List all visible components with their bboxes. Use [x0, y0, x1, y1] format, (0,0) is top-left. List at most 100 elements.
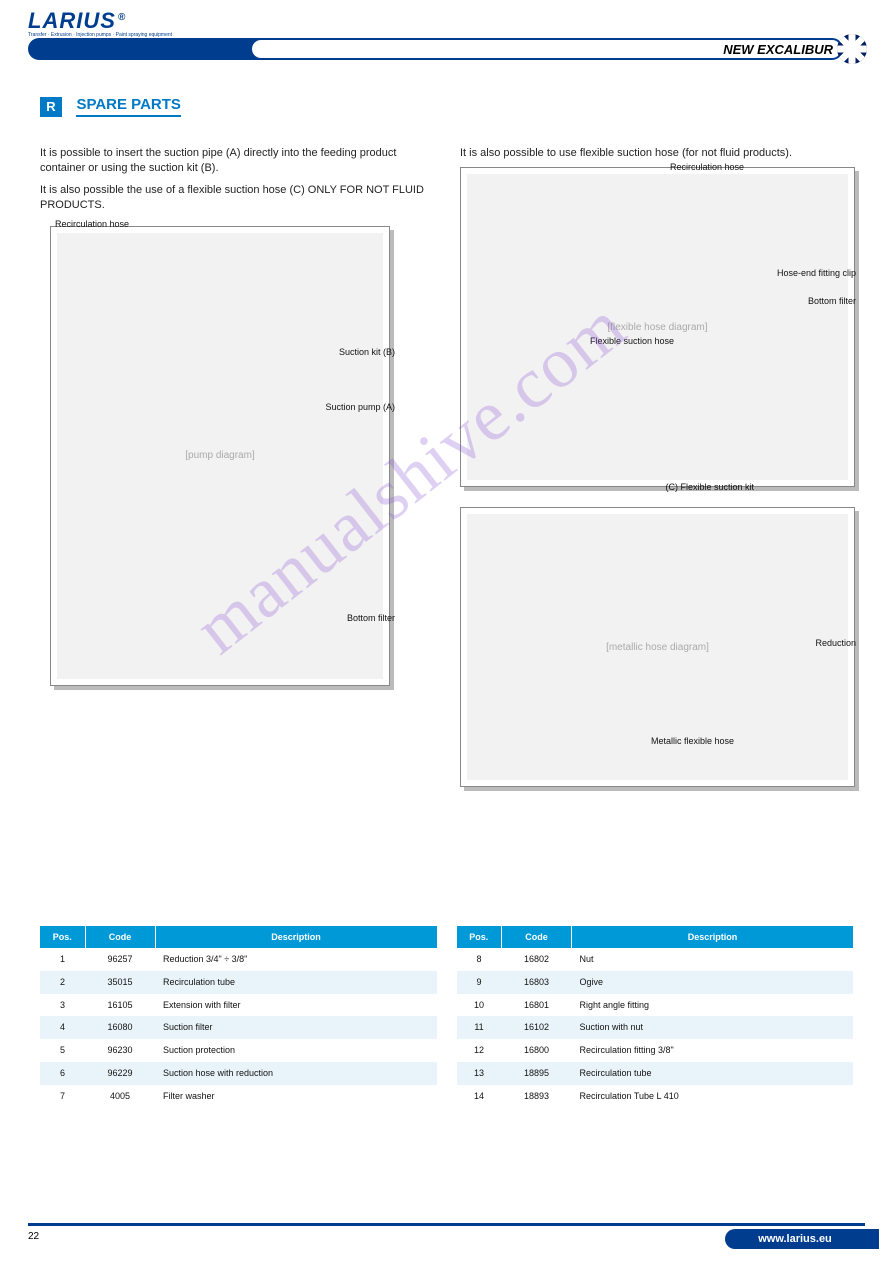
label-suction-pump: Suction pump (A): [325, 402, 395, 412]
diagram-1-image: [pump diagram]: [57, 233, 383, 679]
table-cell: 16102: [502, 1016, 572, 1039]
label-flex-kit: (C) Flexible suction kit: [665, 482, 754, 492]
table-cell: 5: [40, 1039, 85, 1062]
table-cell: 7: [40, 1085, 85, 1108]
table-cell: 16802: [502, 948, 572, 971]
table-cell: 11: [457, 1016, 502, 1039]
table-cell: 13: [457, 1062, 502, 1085]
left-column: It is possible to insert the suction pip…: [40, 146, 440, 686]
table-cell: Recirculation fitting 3/8": [572, 1039, 854, 1062]
table-cell: Suction filter: [155, 1016, 437, 1039]
diagram-2-image: [flexible hose diagram]: [467, 174, 848, 480]
table-cell: Suction hose with reduction: [155, 1062, 437, 1085]
table-cell: Nut: [572, 948, 854, 971]
table-cell: Suction with nut: [572, 1016, 854, 1039]
table-cell: 14: [457, 1085, 502, 1108]
table-row: 1418893Recirculation Tube L 410: [457, 1085, 854, 1108]
label-recirc-hose-2: Recirculation hose: [670, 162, 744, 172]
table-cell: 6: [40, 1062, 85, 1085]
table-row: 416080Suction filter: [40, 1016, 437, 1039]
table-cell: Reduction 3/4" ÷ 3/8": [155, 948, 437, 971]
table-cell: 16080: [85, 1016, 155, 1039]
table-row: 74005Filter washer: [40, 1085, 437, 1108]
table-row: 916803Ogive: [457, 971, 854, 994]
label-metal-hose: Metallic flexible hose: [651, 736, 734, 746]
section-heading: R SPARE PARTS: [40, 96, 853, 117]
table-cell: Extension with filter: [155, 994, 437, 1017]
right-column: It is also possible to use flexible suct…: [460, 146, 860, 787]
page-header: LARIUS Transfer · Extrusion · Injection …: [0, 0, 893, 66]
parts-table-2: Pos. Code Description 816802Nut916803Ogi…: [457, 926, 854, 1108]
diagram-1: [pump diagram] Recirculation hose Suctio…: [50, 226, 390, 686]
logo: LARIUS: [28, 8, 124, 34]
page-number: 22: [28, 1231, 39, 1242]
th-pos: Pos.: [457, 926, 502, 948]
table-cell: 18893: [502, 1085, 572, 1108]
table-row: 1016801Right angle fitting: [457, 994, 854, 1017]
th-code: Code: [502, 926, 572, 948]
parts-table-2-body: 816802Nut916803Ogive1016801Right angle f…: [457, 948, 854, 1108]
table-cell: 1: [40, 948, 85, 971]
footer-divider: [28, 1223, 865, 1226]
table-cell: 16801: [502, 994, 572, 1017]
page-content: R SPARE PARTS It is possible to insert t…: [0, 66, 893, 117]
table-row: 196257Reduction 3/4" ÷ 3/8": [40, 948, 437, 971]
th-desc: Description: [572, 926, 854, 948]
table-cell: 96229: [85, 1062, 155, 1085]
tables-row: Pos. Code Description 196257Reduction 3/…: [40, 926, 853, 1108]
table-cell: 96257: [85, 948, 155, 971]
header-bar: NEW EXCALIBUR: [250, 38, 843, 60]
table-cell: 9: [457, 971, 502, 994]
label-bottom-filter: Bottom filter: [347, 613, 395, 623]
label-clip: Hose-end fitting clip: [777, 268, 856, 278]
table-row: 596230Suction protection: [40, 1039, 437, 1062]
label-suction-kit: Suction kit (B): [339, 347, 395, 357]
th-code: Code: [85, 926, 155, 948]
flag-icon: [837, 34, 867, 64]
table-cell: Suction protection: [155, 1039, 437, 1062]
table-cell: 2: [40, 971, 85, 994]
table-cell: 16803: [502, 971, 572, 994]
intro-text-2: It is also possible the use of a flexibl…: [40, 183, 440, 214]
parts-table-1-body: 196257Reduction 3/4" ÷ 3/8"235015Recircu…: [40, 948, 437, 1108]
table-cell: Ogive: [572, 971, 854, 994]
table-cell: 96230: [85, 1039, 155, 1062]
diagram-2: [flexible hose diagram] Recirculation ho…: [460, 167, 855, 487]
table-cell: Recirculation tube: [155, 971, 437, 994]
table-cell: 16800: [502, 1039, 572, 1062]
label-bottom-filter-2: Bottom filter: [808, 296, 856, 306]
table-cell: Filter washer: [155, 1085, 437, 1108]
table-cell: 3: [40, 994, 85, 1017]
intro-text-1: It is possible to insert the suction pip…: [40, 146, 440, 177]
th-pos: Pos.: [40, 926, 85, 948]
table-cell: 4005: [85, 1085, 155, 1108]
table-cell: 4: [40, 1016, 85, 1039]
parts-table-1: Pos. Code Description 196257Reduction 3/…: [40, 926, 437, 1108]
label-flex-hose: Flexible suction hose: [590, 336, 674, 346]
table-row: 235015Recirculation tube: [40, 971, 437, 994]
diagram-3: [metallic hose diagram] Reduction Metall…: [460, 507, 855, 787]
page-footer: 22 www.larius.eu: [28, 1223, 865, 1249]
table-row: 1318895Recirculation tube: [457, 1062, 854, 1085]
table-row: 316105Extension with filter: [40, 994, 437, 1017]
section-marker: R: [40, 97, 62, 117]
table-cell: 12: [457, 1039, 502, 1062]
table-cell: 10: [457, 994, 502, 1017]
table-cell: 8: [457, 948, 502, 971]
table-cell: 18895: [502, 1062, 572, 1085]
intro-text-3: It is also possible to use flexible suct…: [460, 146, 860, 161]
th-desc: Description: [155, 926, 437, 948]
section-title: SPARE PARTS: [76, 96, 180, 117]
table-row: 1116102Suction with nut: [457, 1016, 854, 1039]
product-name: NEW EXCALIBUR: [723, 42, 833, 57]
table-cell: 35015: [85, 971, 155, 994]
table-cell: Right angle fitting: [572, 994, 854, 1017]
label-reduction: Reduction: [815, 638, 856, 648]
footer-url: www.larius.eu: [725, 1229, 865, 1249]
table-cell: Recirculation Tube L 410: [572, 1085, 854, 1108]
table-row: 816802Nut: [457, 948, 854, 971]
table-cell: Recirculation tube: [572, 1062, 854, 1085]
table-row: 696229Suction hose with reduction: [40, 1062, 437, 1085]
table-cell: 16105: [85, 994, 155, 1017]
table-row: 1216800Recirculation fitting 3/8": [457, 1039, 854, 1062]
